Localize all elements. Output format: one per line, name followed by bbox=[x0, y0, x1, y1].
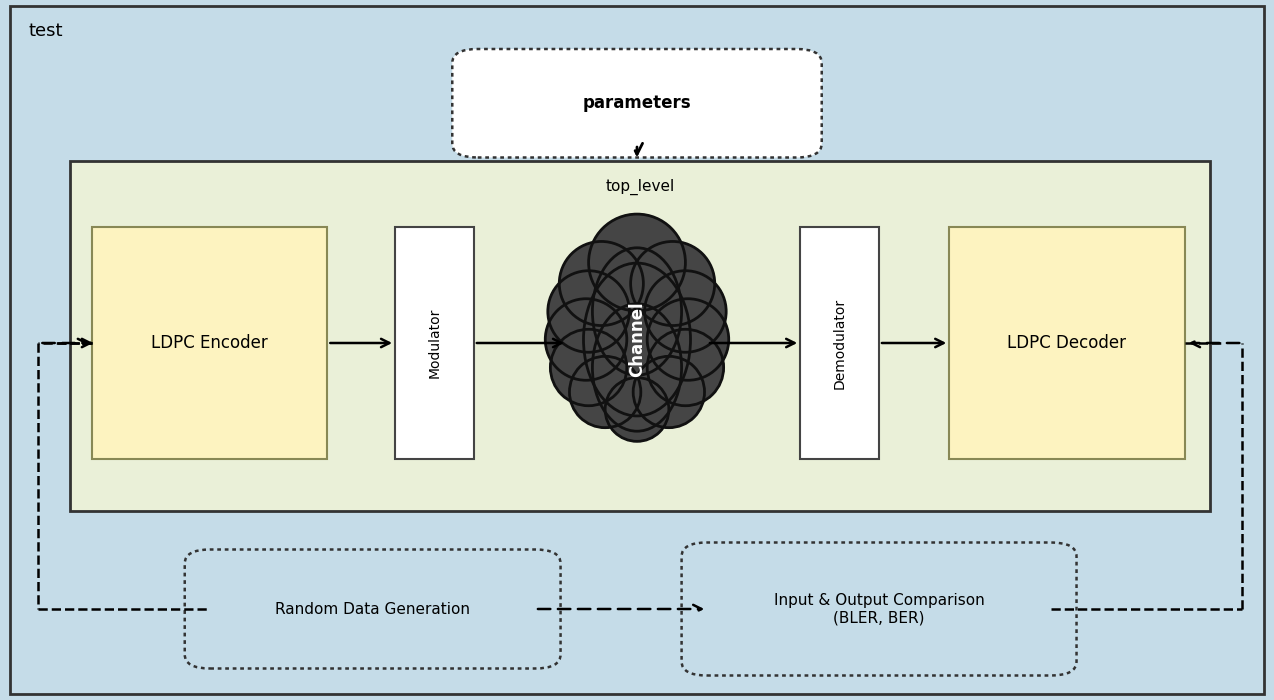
Ellipse shape bbox=[633, 356, 705, 428]
FancyBboxPatch shape bbox=[395, 228, 474, 458]
Text: Channel: Channel bbox=[628, 302, 646, 377]
Text: LDPC Encoder: LDPC Encoder bbox=[152, 334, 268, 352]
Ellipse shape bbox=[645, 271, 726, 352]
Ellipse shape bbox=[647, 329, 724, 406]
FancyBboxPatch shape bbox=[949, 228, 1185, 458]
FancyBboxPatch shape bbox=[452, 49, 822, 158]
Ellipse shape bbox=[559, 241, 643, 326]
Ellipse shape bbox=[647, 299, 729, 380]
Ellipse shape bbox=[605, 378, 669, 442]
Text: Demodulator: Demodulator bbox=[833, 298, 846, 389]
Ellipse shape bbox=[592, 248, 682, 375]
Text: test: test bbox=[28, 22, 62, 41]
Ellipse shape bbox=[631, 241, 715, 326]
Ellipse shape bbox=[545, 299, 627, 380]
FancyBboxPatch shape bbox=[800, 228, 879, 458]
Ellipse shape bbox=[550, 329, 627, 406]
Text: Random Data Generation: Random Data Generation bbox=[275, 601, 470, 617]
Text: top_level: top_level bbox=[605, 178, 675, 195]
Text: Modulator: Modulator bbox=[428, 308, 441, 378]
FancyBboxPatch shape bbox=[682, 542, 1077, 676]
Text: parameters: parameters bbox=[582, 94, 692, 112]
FancyBboxPatch shape bbox=[185, 550, 561, 668]
Text: Input & Output Comparison
(BLER, BER): Input & Output Comparison (BLER, BER) bbox=[773, 593, 985, 625]
Ellipse shape bbox=[548, 271, 629, 352]
Ellipse shape bbox=[583, 263, 691, 416]
Text: LDPC Decoder: LDPC Decoder bbox=[1008, 334, 1126, 352]
Ellipse shape bbox=[589, 214, 685, 311]
FancyBboxPatch shape bbox=[70, 161, 1210, 511]
Ellipse shape bbox=[569, 356, 641, 428]
Ellipse shape bbox=[592, 304, 682, 431]
FancyBboxPatch shape bbox=[92, 228, 327, 458]
